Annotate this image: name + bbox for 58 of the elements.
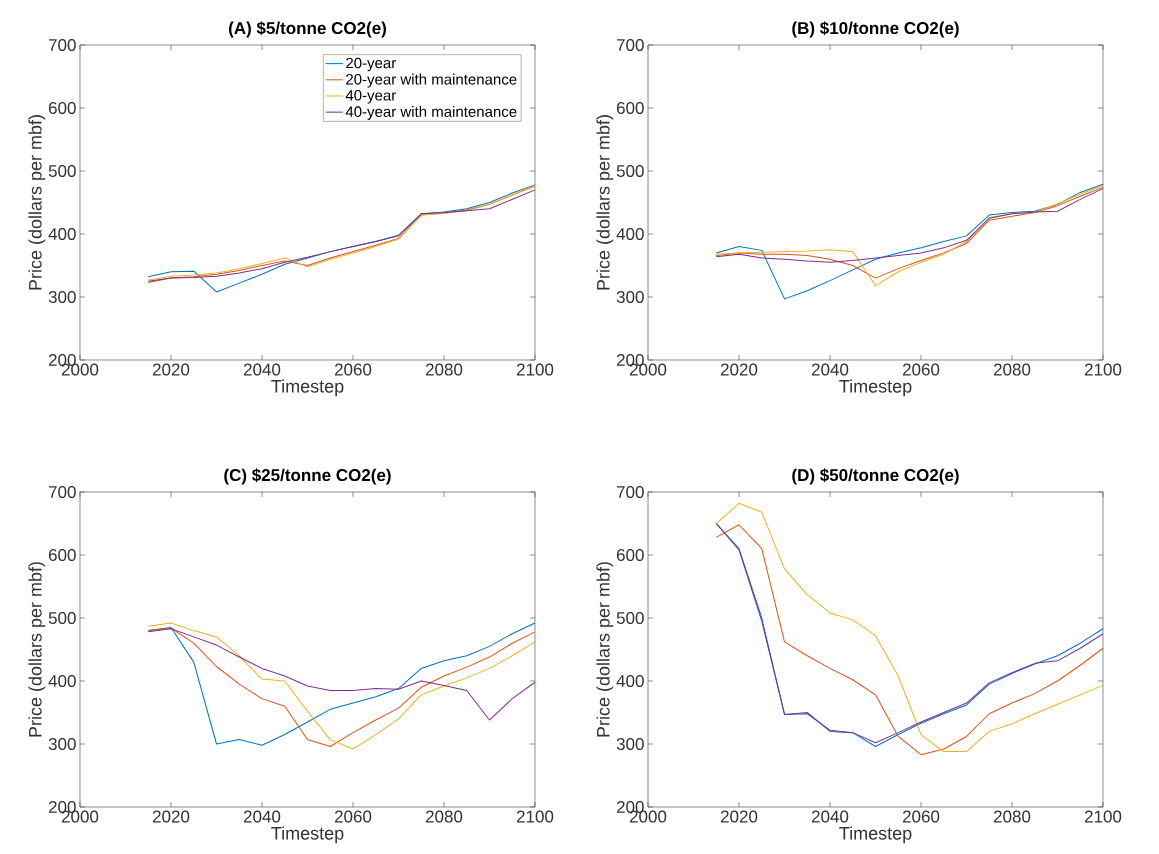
x-tick-label: 2040 xyxy=(811,810,849,823)
x-tick-label: 2100 xyxy=(516,810,554,823)
y-tick-label: 500 xyxy=(616,611,644,625)
y-axis-title: Price (dollars per mbf) xyxy=(28,562,46,737)
y-tick-label: 700 xyxy=(48,485,76,499)
x-tick-label: 2020 xyxy=(720,810,758,823)
y-tick-label: 500 xyxy=(48,611,76,625)
x-tick-label: 2100 xyxy=(1084,810,1122,823)
y-tick-label: 400 xyxy=(616,227,644,241)
chart-title: (B) $10/tonne CO2(e) xyxy=(792,21,959,38)
y-axis-title: Price (dollars per mbf) xyxy=(28,115,46,290)
x-tick-label: 2020 xyxy=(152,363,190,376)
x-tick-label: 2080 xyxy=(425,810,463,823)
legend-label: 40-year xyxy=(345,89,396,104)
y-tick-label: 700 xyxy=(616,38,644,52)
legend-label: 20-year with maintenance xyxy=(346,73,517,88)
legend-label: 20-year xyxy=(346,57,396,72)
legend-label: 40-year with maintenance xyxy=(345,105,517,120)
x-tick-label: 2080 xyxy=(993,810,1031,823)
chart-title: (A) $5/tonne CO2(e) xyxy=(229,21,386,38)
x-axis-title: Timestep xyxy=(271,379,344,397)
x-tick-label: 2100 xyxy=(516,363,554,376)
y-tick-label: 400 xyxy=(48,227,76,241)
y-tick-label: 600 xyxy=(48,548,76,562)
line-series xyxy=(147,628,536,721)
x-axis-title: Timestep xyxy=(839,379,912,397)
y-tick-label: 300 xyxy=(616,737,644,751)
y-tick-label: 600 xyxy=(616,548,644,562)
x-axis-title: Timestep xyxy=(839,826,912,844)
y-tick-label: 500 xyxy=(48,164,76,178)
y-tick-label: 700 xyxy=(48,38,76,52)
x-tick-label: 2040 xyxy=(243,810,281,823)
line-series xyxy=(715,188,1104,263)
x-tick-label: 2060 xyxy=(334,810,372,823)
y-tick-label: 700 xyxy=(616,485,644,499)
x-tick-label: 2040 xyxy=(811,363,849,376)
y-tick-label: 300 xyxy=(48,290,76,304)
y-tick-label: 300 xyxy=(616,290,644,304)
x-tick-label: 2060 xyxy=(902,810,940,823)
y-tick-label: 600 xyxy=(616,101,644,115)
x-tick-label: 2080 xyxy=(993,363,1031,376)
y-axis-title: Price (dollars per mbf) xyxy=(596,115,614,290)
y-tick-label: 600 xyxy=(48,101,76,115)
y-tick-label: 500 xyxy=(616,164,644,178)
chart-title: (C) $25/tonne CO2(e) xyxy=(224,468,391,485)
y-tick-label: 300 xyxy=(48,737,76,751)
y-axis-title: Price (dollars per mbf) xyxy=(596,562,614,737)
y-tick-label: 400 xyxy=(616,674,644,688)
x-tick-label: 2100 xyxy=(1084,363,1122,376)
x-tick-label: 2020 xyxy=(152,810,190,823)
y-tick-label: 400 xyxy=(48,674,76,688)
x-tick-label: 2060 xyxy=(334,363,372,376)
x-tick-label: 2020 xyxy=(720,363,758,376)
x-tick-label: 2060 xyxy=(902,363,940,376)
x-tick-label: 2080 xyxy=(425,363,463,376)
chart-title: (D) $50/tonne CO2(e) xyxy=(792,468,959,485)
x-tick-label: 2040 xyxy=(243,363,281,376)
x-axis-title: Timestep xyxy=(271,826,344,844)
